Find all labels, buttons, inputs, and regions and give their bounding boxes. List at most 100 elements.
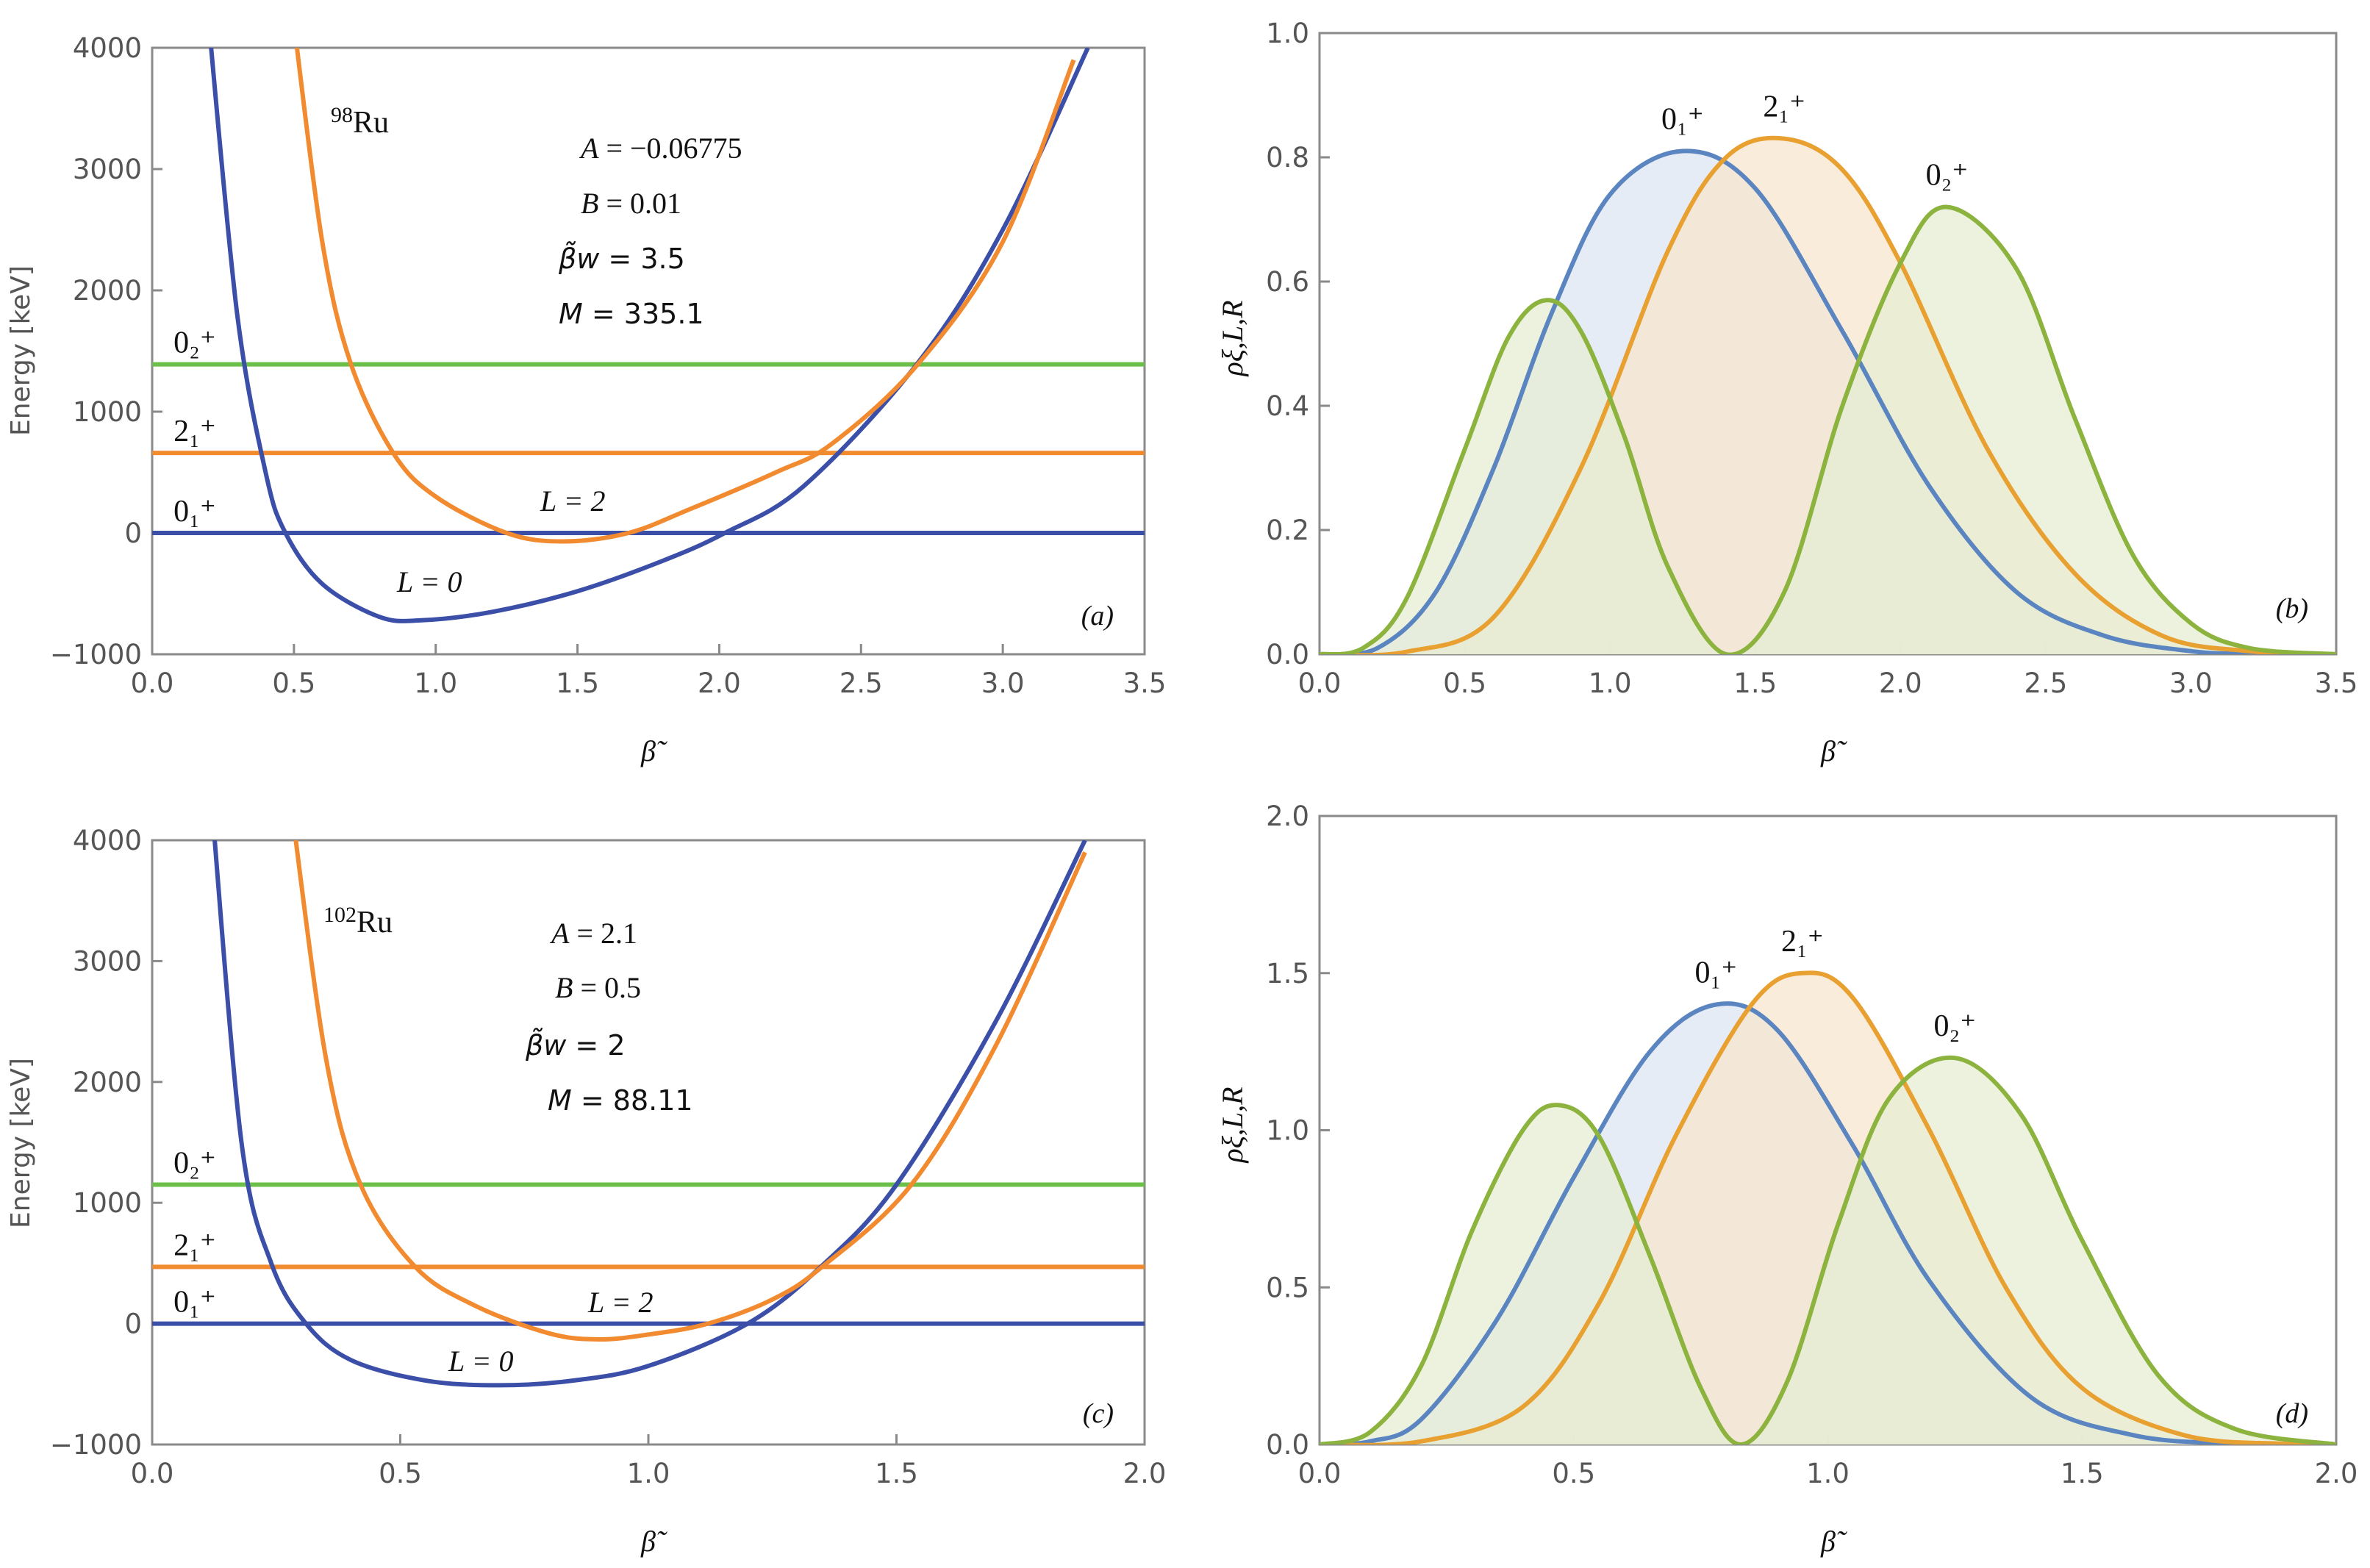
x-axis-label: β̃ <box>640 1525 667 1558</box>
peak-label: 0₂⁺ <box>1926 159 1969 193</box>
y-tick-label: 0 <box>124 518 142 549</box>
curve-label-l0: L = 0 <box>396 565 462 598</box>
x-axis-label: β̃ <box>1820 1525 1847 1558</box>
panel-label: (b) <box>2276 593 2308 624</box>
param-a: A = −0.06775 <box>579 132 742 165</box>
x-tick-label: 3.5 <box>2315 667 2358 699</box>
x-tick-label: 0.0 <box>131 1458 174 1489</box>
y-tick-label: −1000 <box>50 639 142 670</box>
y-tick-label: 0.0 <box>1266 1429 1309 1461</box>
y-tick-label: 1.5 <box>1266 958 1309 989</box>
y-tick-label: 3000 <box>73 945 142 977</box>
peak-label: 2₁⁺ <box>1781 925 1824 959</box>
panel-label: (a) <box>1081 601 1114 631</box>
density-curve <box>1320 148 2336 654</box>
x-tick-label: 2.0 <box>698 667 741 699</box>
x-tick-label: 1.5 <box>875 1458 918 1489</box>
density-curve <box>1320 204 2336 654</box>
x-tick-label: 1.0 <box>414 667 457 699</box>
x-tick-label: 2.0 <box>1123 1458 1167 1489</box>
x-tick-label: 3.0 <box>981 667 1025 699</box>
y-tick-label: 0.8 <box>1266 142 1309 173</box>
y-tick-label: 0.4 <box>1266 390 1309 422</box>
y-tick-label: 2000 <box>73 1067 142 1098</box>
x-axis-label: β̃ <box>640 734 667 767</box>
param-a: A = 2.1 <box>549 917 637 950</box>
density-curve <box>1320 1001 2336 1445</box>
x-axis-label: β̃ <box>1820 734 1847 767</box>
peak-label: 2₁⁺ <box>1763 90 1805 124</box>
y-axis-label: Energy [keV] <box>6 265 36 436</box>
y-tick-label: 2000 <box>73 275 142 307</box>
y-tick-label: 0.2 <box>1266 515 1309 546</box>
potential-curve <box>293 840 1087 1342</box>
panel-label: (c) <box>1083 1398 1114 1429</box>
density-area <box>1320 207 2336 654</box>
param-beta-w: β̃w = 3.5 <box>558 242 685 275</box>
level-label: 2₁⁺ <box>173 415 216 448</box>
level-label: 0₂⁺ <box>173 326 216 360</box>
panel-label: (d) <box>2276 1398 2308 1429</box>
y-axis-label: ρξ,L,R <box>1216 300 1249 377</box>
x-tick-label: 0.5 <box>1552 1458 1595 1489</box>
y-tick-label: 1000 <box>73 1187 142 1219</box>
peak-label: 0₁⁺ <box>1694 956 1737 990</box>
x-tick-label: 1.0 <box>627 1458 670 1489</box>
nucleus-label: 102Ru <box>323 903 393 939</box>
curve-label-l2: L = 2 <box>587 1286 654 1319</box>
level-label: 2₁⁺ <box>173 1228 216 1262</box>
x-tick-label: 0.0 <box>131 667 174 699</box>
panel-d: 0.0 0.5 1.0 1.5 2.0 0.0 0.5 1.0 1.5 2.0 0₁⁺ 2₁⁺ 0₂⁺… <box>1216 801 2358 1558</box>
y-tick-label: 0 <box>124 1309 142 1340</box>
x-tick-label: 1.5 <box>1733 667 1777 699</box>
param-m: M = 88.11 <box>548 1084 693 1117</box>
plot-frame <box>151 46 1146 656</box>
param-b: B = 0.5 <box>555 971 641 1004</box>
nucleus-label: 98Ru <box>331 103 389 140</box>
density-curve <box>1320 970 2336 1445</box>
density-curve <box>1320 1055 2336 1445</box>
peak-label: 0₁⁺ <box>1661 103 1704 137</box>
x-tick-label: 2.0 <box>1879 667 1922 699</box>
y-tick-label: 0.0 <box>1266 639 1309 670</box>
parameters: A = −0.06775 B = 0.01 β̃w = 3.5 M = 335.… <box>558 132 742 330</box>
x-tick-label: 1.5 <box>556 667 599 699</box>
x-tick-label: 2.5 <box>2024 667 2067 699</box>
x-tick-label: 0.0 <box>1298 1458 1342 1489</box>
y-tick-label: 1.0 <box>1266 1115 1309 1147</box>
level-label: 0₂⁺ <box>173 1147 216 1181</box>
y-tick-label: 4000 <box>73 32 142 64</box>
y-tick-label: 3000 <box>73 154 142 185</box>
curve-label-l2: L = 2 <box>540 484 606 518</box>
level-label: 0₁⁺ <box>173 1286 216 1320</box>
density-curve <box>1320 135 2336 654</box>
y-tick-label: 0.6 <box>1266 266 1309 298</box>
y-tick-label: 0.5 <box>1266 1272 1309 1303</box>
level-label: 0₁⁺ <box>173 495 216 529</box>
panel-b: 0.0 0.5 1.0 1.5 2.0 2.5 3.0 3.5 0.0 0.2 0.4 0.6 0.8 1… <box>1216 18 2358 767</box>
y-tick-label: 1.0 <box>1266 18 1309 49</box>
potential-curve <box>294 48 1076 544</box>
x-tick-label: 0.5 <box>379 1458 422 1489</box>
x-tick-label: 1.0 <box>1589 667 1632 699</box>
x-tick-label: 2.0 <box>2315 1458 2358 1489</box>
x-tick-label: 1.0 <box>1806 1458 1850 1489</box>
panel-c: 0.0 0.5 1.0 1.5 2.0 −1000 0 1000 2000 3000 4000 0₁… <box>6 825 1167 1558</box>
density-area <box>1320 973 2336 1445</box>
y-tick-label: −1000 <box>50 1429 142 1461</box>
y-tick-label: 1000 <box>73 396 142 428</box>
param-m: M = 335.1 <box>559 298 704 330</box>
y-tick-label: 2.0 <box>1266 801 1309 832</box>
y-tick-label: 4000 <box>73 825 142 856</box>
parameters: A = 2.1 B = 0.5 β̃w = 2 M = 88.11 <box>525 917 693 1117</box>
curve-label-l0: L = 0 <box>448 1345 514 1378</box>
x-tick-label: 0.5 <box>1443 667 1486 699</box>
x-tick-label: 0.0 <box>1298 667 1342 699</box>
panel-a: 0.0 0.5 1.0 1.5 2.0 2.5 3.0 3.5 −1000 0 1000 2000 30… <box>6 32 1167 767</box>
y-axis-label: ρξ,L,R <box>1216 1086 1249 1164</box>
param-b: B = 0.01 <box>581 187 681 220</box>
x-tick-label: 3.0 <box>2169 667 2213 699</box>
potential-curve <box>212 840 1087 1388</box>
x-tick-label: 3.5 <box>1123 667 1167 699</box>
